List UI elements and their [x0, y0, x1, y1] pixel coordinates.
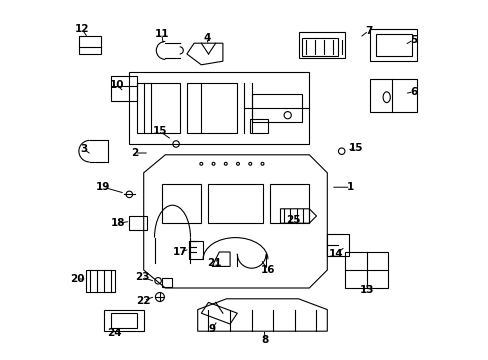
Text: 16: 16	[260, 265, 275, 275]
Bar	[251, 94, 302, 122]
Text: 5: 5	[409, 35, 416, 45]
Text: 6: 6	[409, 87, 416, 97]
Bar	[188, 241, 203, 259]
Text: 11: 11	[154, 29, 169, 39]
Text: 9: 9	[208, 324, 215, 334]
Text: 21: 21	[206, 258, 221, 268]
Bar	[249, 119, 267, 133]
Text: 22: 22	[136, 296, 151, 306]
Text: 20: 20	[70, 274, 84, 284]
Text: 8: 8	[261, 335, 268, 345]
Text: 7: 7	[364, 26, 372, 36]
Bar	[326, 234, 348, 256]
Text: 19: 19	[96, 182, 110, 192]
Text: 2: 2	[131, 148, 138, 158]
Text: 24: 24	[107, 328, 121, 338]
Text: 3: 3	[81, 144, 88, 154]
Bar	[302, 38, 337, 56]
Text: 10: 10	[109, 80, 123, 90]
Text: 1: 1	[346, 182, 354, 192]
Text: 23: 23	[134, 272, 149, 282]
Bar	[162, 278, 172, 287]
Text: 25: 25	[285, 215, 300, 225]
Text: 18: 18	[110, 218, 125, 228]
Text: 14: 14	[328, 249, 343, 259]
Text: 13: 13	[359, 285, 373, 295]
Text: 17: 17	[172, 247, 186, 257]
Bar	[375, 34, 411, 56]
Text: 12: 12	[74, 24, 89, 34]
Text: 15: 15	[152, 126, 167, 136]
Text: 4: 4	[203, 33, 210, 43]
Bar	[111, 313, 136, 328]
Text: 15: 15	[348, 143, 363, 153]
